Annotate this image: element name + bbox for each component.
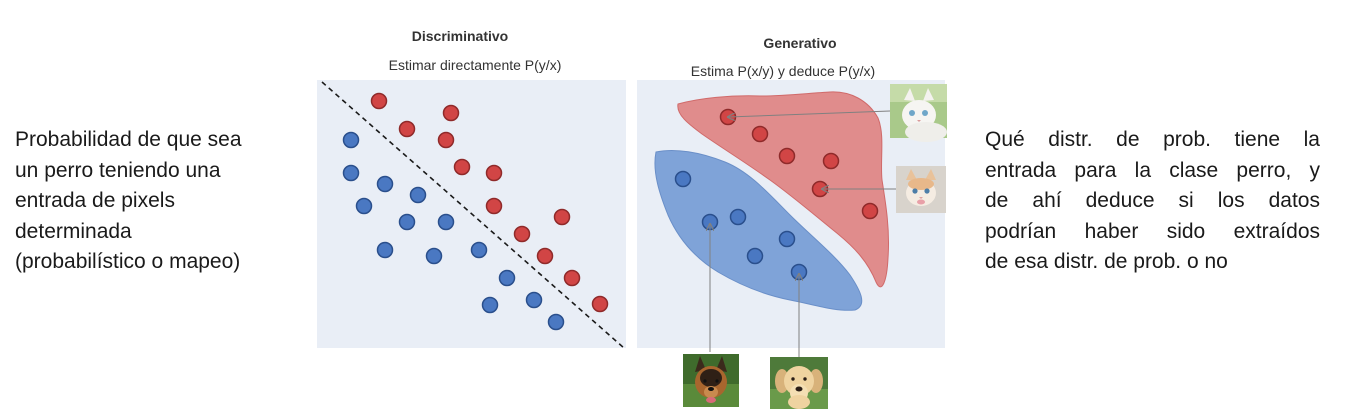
cat-point (485, 197, 503, 215)
left-explanation-text: Probabilidad de que sea un perro teniend… (15, 125, 290, 278)
right-text-line: de ahí deduce si los datos (985, 189, 1320, 212)
dog-point (481, 296, 499, 314)
dog-point (437, 213, 455, 231)
arrow-cat-top (728, 110, 891, 117)
cat-point (778, 147, 796, 165)
dog-point (376, 175, 394, 193)
right-text-line: Qué distr. de prob. tiene la (985, 128, 1320, 151)
left-text-line: determinada (15, 219, 132, 243)
dog-distribution-region (654, 149, 863, 311)
generative-points (674, 108, 879, 281)
cat-point (398, 120, 416, 138)
discriminative-title: Discriminativo (411, 28, 509, 44)
dog-point (355, 197, 373, 215)
cat-point (591, 295, 609, 313)
cat-distribution-region (677, 91, 890, 288)
discriminative-panel (317, 80, 626, 349)
arrows (710, 110, 896, 357)
dog-photo-right (770, 357, 828, 409)
generative-title: Generativo (763, 35, 837, 51)
right-explanation-text: Qué distr. de prob. tiene la entrada par… (985, 125, 1320, 278)
discriminative-subtitle: Estimar directamente P(y/x) (388, 57, 562, 73)
cat-point (370, 92, 388, 110)
cat-point (453, 158, 471, 176)
decision-boundary (321, 81, 625, 349)
left-text-line: (probabilístico o mapeo) (15, 250, 241, 273)
dog-point (674, 170, 692, 188)
cat-photo-top (890, 84, 947, 142)
right-text-line: podrían haber sido extraídos (985, 219, 1320, 243)
dog-photo-left (683, 354, 739, 407)
dog-point (425, 247, 443, 265)
cat-point (553, 208, 571, 226)
left-text-line: entrada de pixels (15, 189, 175, 212)
cat-point (536, 247, 554, 265)
right-text-line: entrada para la clase perro, y (985, 158, 1320, 182)
left-text-line: un perro teniendo una (15, 158, 221, 182)
dog-point (498, 269, 516, 287)
cat-point (485, 164, 503, 182)
dog-point (778, 230, 796, 248)
right-text-line: de esa distr. de prob. o no (985, 250, 1228, 273)
dog-point (746, 247, 764, 265)
discriminative-points (342, 92, 609, 331)
left-text-line: Probabilidad de que sea (15, 128, 242, 151)
dog-point (729, 208, 747, 226)
cat-point (513, 225, 531, 243)
cat-point (442, 104, 460, 122)
generative-subtitle: Estima P(x/y) y deduce P(y/x) (690, 63, 876, 79)
dog-point (376, 241, 394, 259)
dog-point (409, 186, 427, 204)
cat-point (751, 125, 769, 143)
dog-point (342, 131, 360, 149)
cat-point (563, 269, 581, 287)
cat-photo-middle (896, 166, 946, 213)
cat-point (437, 131, 455, 149)
dog-point (525, 291, 543, 309)
dog-point (547, 313, 565, 331)
cat-point (861, 202, 879, 220)
cat-point (822, 152, 840, 170)
dog-point (398, 213, 416, 231)
dog-point (470, 241, 488, 259)
dog-point (342, 164, 360, 182)
